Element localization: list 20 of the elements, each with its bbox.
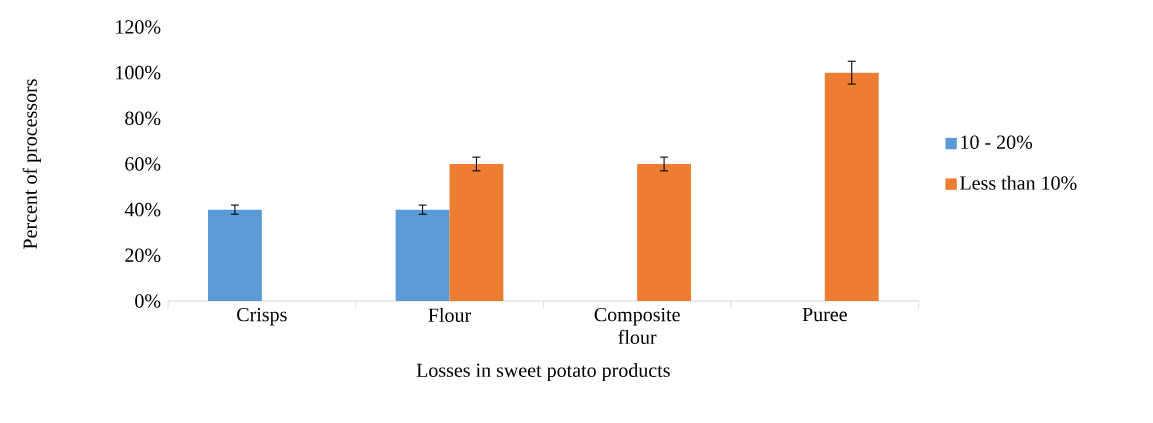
legend-label: Less than 10% [960, 175, 1077, 190]
y-tick-label: 120% [116, 20, 161, 34]
y-axis-title: Percent of processors [22, 79, 41, 249]
bar [449, 163, 504, 301]
bar [395, 209, 450, 301]
x-tick-label: Crisps [237, 307, 287, 326]
y-tick-label: 80% [125, 111, 161, 126]
y-tick-label: 60% [125, 157, 161, 171]
bar [207, 209, 262, 301]
y-tick-label: 40% [124, 202, 161, 217]
bar [824, 72, 879, 301]
x-tick-label: Composite flour [594, 307, 680, 345]
bar [637, 163, 692, 301]
legend-label: 10 - 20% [961, 135, 1033, 149]
y-tick-label: 0% [135, 294, 161, 308]
y-tick-label: 100% [116, 65, 161, 80]
y-tick-label: 20% [125, 248, 161, 263]
x-axis-title: Losses in sweet potato products [416, 362, 670, 382]
x-tick-label: Flour [428, 307, 471, 322]
x-tick-label: Puree [802, 307, 847, 322]
